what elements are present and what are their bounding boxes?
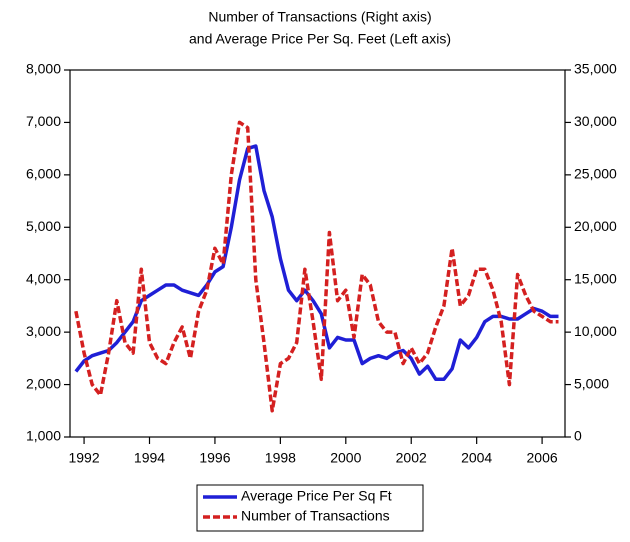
y2-tick-label: 30,000: [574, 113, 617, 129]
y-tick-label: 3,000: [26, 323, 61, 339]
legend-box: [196, 484, 424, 532]
y-tick-label: 7,000: [26, 113, 61, 129]
series-line: [74, 120, 559, 413]
y-tick-label: 6,000: [26, 166, 61, 182]
x-tick-label: 1992: [68, 450, 99, 466]
y2-tick-label: 5,000: [574, 375, 609, 391]
plot-frame: [69, 69, 566, 438]
y2-tick-label: 0: [574, 428, 582, 444]
legend-label: Average Price Per Sq Ft: [241, 488, 392, 504]
y2-tick-label: 35,000: [574, 61, 617, 77]
x-tick-label: 2004: [461, 450, 492, 466]
x-tick-label: 2000: [330, 450, 361, 466]
y2-tick-label: 10,000: [574, 323, 617, 339]
y2-tick-label: 25,000: [574, 166, 617, 182]
x-tick-label: 1996: [199, 450, 230, 466]
y2-tick-label: 20,000: [574, 218, 617, 234]
series-line: [74, 144, 559, 382]
x-tick-label: 1994: [134, 450, 165, 466]
y2-tick-label: 15,000: [574, 270, 617, 286]
chart-title: and Average Price Per Sq. Feet (Left axi…: [189, 31, 451, 47]
y-tick-label: 5,000: [26, 218, 61, 234]
y-tick-label: 2,000: [26, 375, 61, 391]
x-tick-label: 2006: [527, 450, 558, 466]
x-tick-label: 1998: [265, 450, 296, 466]
y-tick-label: 8,000: [26, 61, 61, 77]
legend-label: Number of Transactions: [241, 508, 390, 524]
x-tick-label: 2002: [396, 450, 427, 466]
y-tick-label: 1,000: [26, 428, 61, 444]
chart-title: Number of Transactions (Right axis): [208, 9, 431, 25]
y-tick-label: 4,000: [26, 270, 61, 286]
